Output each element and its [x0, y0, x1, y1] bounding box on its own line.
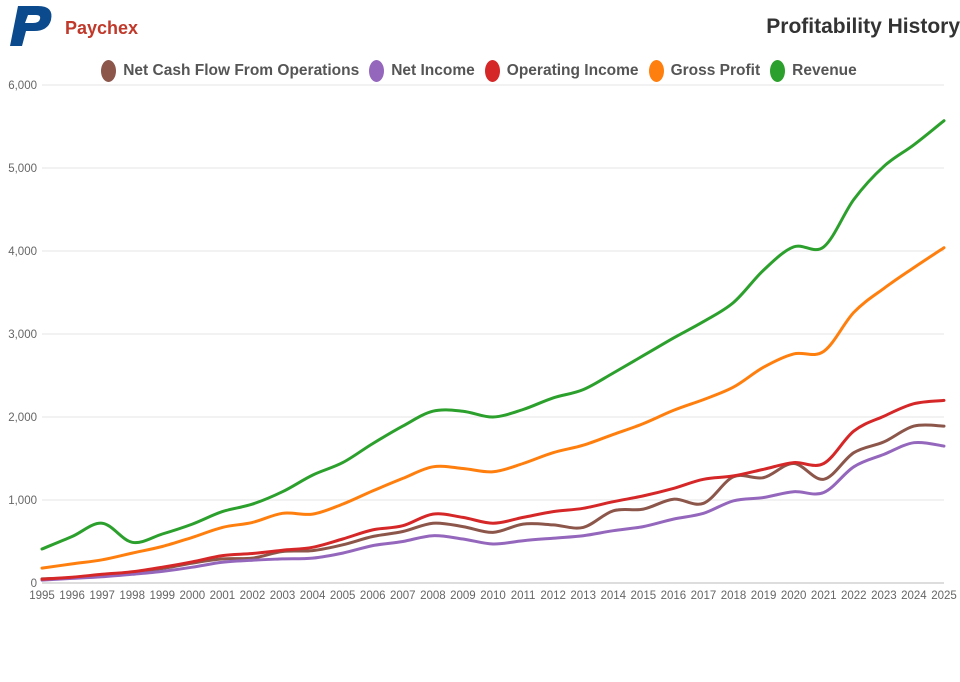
chart-legend: Net Cash Flow From Operations Net Income O… — [0, 60, 960, 82]
series-line-net-income — [40, 440, 946, 582]
x-tick-label: 2004 — [300, 590, 326, 602]
x-tick-label: 2021 — [811, 590, 837, 602]
x-tick-label: 1997 — [89, 590, 115, 602]
x-tick-label: 2008 — [420, 590, 446, 602]
legend-marker-icon — [101, 60, 117, 82]
y-tick-label: 4,000 — [8, 246, 37, 258]
x-tick-label: 2000 — [180, 590, 206, 602]
x-tick-label: 2007 — [390, 590, 416, 602]
x-tick-label: 1998 — [119, 590, 145, 602]
legend-label: Net Income — [391, 62, 475, 79]
x-tick-label: 2015 — [631, 590, 657, 602]
y-tick-label: 5,000 — [8, 163, 37, 175]
y-tick-label: 3,000 — [8, 329, 37, 341]
x-tick-label: 2024 — [901, 590, 927, 602]
x-tick-label: 2018 — [721, 590, 747, 602]
brand-name: Paychex — [65, 18, 139, 38]
legend-label: Operating Income — [506, 62, 639, 79]
legend-item[interactable]: Revenue — [770, 60, 857, 82]
x-tick-label: 2010 — [480, 590, 506, 602]
x-tick-label: 2013 — [570, 590, 596, 602]
x-tick-label: 2023 — [871, 590, 897, 602]
legend-marker-icon — [648, 60, 664, 82]
x-tick-label: 1996 — [59, 590, 85, 602]
y-tick-label: 0 — [31, 578, 37, 590]
x-tick-label: 1999 — [149, 590, 175, 602]
legend-marker-icon — [770, 60, 786, 82]
x-tick-label: 2019 — [751, 590, 777, 602]
legend-item[interactable]: Net Income — [369, 60, 475, 82]
legend-label: Gross Profit — [670, 62, 761, 79]
x-tick-label: 2006 — [360, 590, 386, 602]
legend-label: Revenue — [792, 62, 857, 79]
x-tick-label: 2017 — [691, 590, 717, 602]
paychex-logo-icon — [10, 6, 52, 46]
x-tick-label: 2001 — [210, 590, 236, 602]
x-tick-label: 2022 — [841, 590, 867, 602]
y-tick-label: 1,000 — [8, 495, 37, 507]
x-tick-label: 2012 — [540, 590, 566, 602]
x-tick-label: 1995 — [29, 590, 55, 602]
x-tick-label: 2020 — [781, 590, 807, 602]
x-tick-label: 2011 — [511, 590, 536, 602]
legend-item[interactable]: Gross Profit — [648, 60, 761, 82]
x-tick-label: 2003 — [270, 590, 296, 602]
x-tick-label: 2014 — [600, 590, 626, 602]
series-line-operating-income — [40, 398, 946, 581]
legend-label: Net Cash Flow From Operations — [123, 62, 360, 79]
series-line-net-cash-flow-from-operations — [40, 423, 946, 581]
x-tick-label: 2025 — [931, 590, 957, 602]
series-line-gross-profit — [40, 246, 946, 570]
x-tick-label: 2016 — [661, 590, 687, 602]
legend-item[interactable]: Operating Income — [484, 60, 639, 82]
legend-marker-icon — [369, 60, 385, 82]
x-tick-label: 2002 — [240, 590, 266, 602]
legend-item[interactable]: Net Cash Flow From Operations — [101, 60, 359, 82]
x-tick-label: 2009 — [450, 590, 476, 602]
series-line-revenue — [40, 119, 946, 551]
page-title: Profitability History — [766, 15, 960, 38]
legend-marker-icon — [484, 60, 500, 82]
x-tick-label: 2005 — [330, 590, 356, 602]
y-tick-label: 6,000 — [8, 80, 37, 92]
y-tick-label: 2,000 — [8, 412, 37, 424]
